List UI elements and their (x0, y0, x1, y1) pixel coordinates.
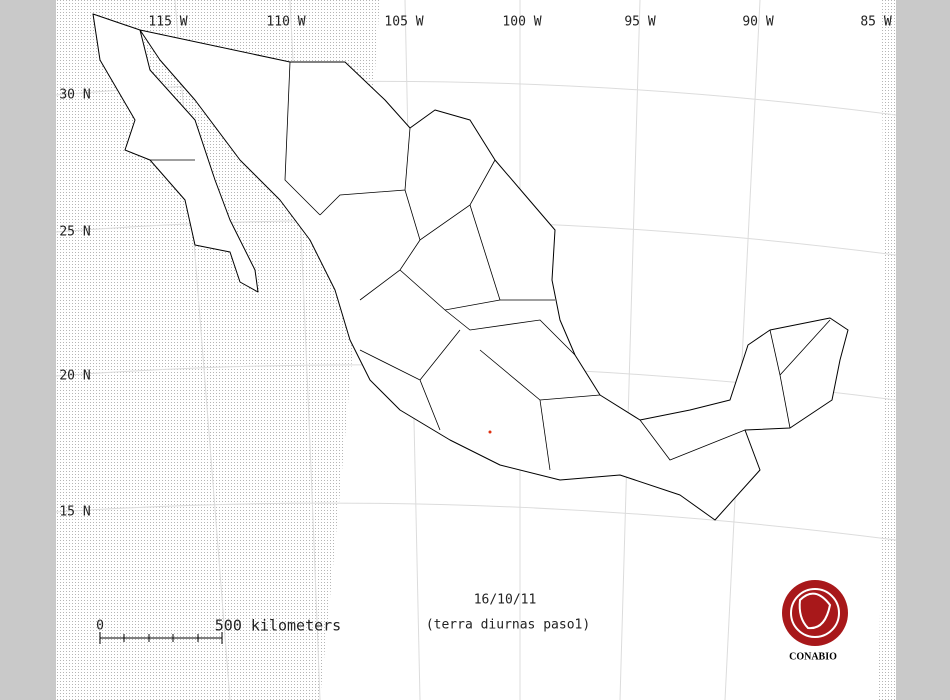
no-data-area (878, 0, 896, 700)
longitude-label: 115 W (148, 15, 187, 30)
latitude-label: 30 N (59, 88, 90, 103)
longitude-label: 95 W (624, 15, 655, 30)
scale-bar: 0 500 kilometers (96, 617, 341, 644)
latitude-labels: 30 N 25 N 20 N 15 N (59, 88, 90, 520)
logo-text: CONABIO (789, 651, 837, 662)
subtitle: (terra diurnas paso1) (426, 618, 590, 633)
longitude-label: 100 W (502, 15, 541, 30)
date: 16/10/11 (474, 593, 537, 608)
longitude-labels: 115 W 110 W 105 W 100 W 95 W 90 W 85 W (148, 15, 891, 30)
scale-end: 500 kilometers (215, 617, 341, 635)
latitude-label: 25 N (59, 225, 90, 240)
longitude-label: 90 W (742, 15, 773, 30)
latitude-label: 15 N (59, 505, 90, 520)
latitude-label: 20 N (59, 369, 90, 384)
longitude-label: 110 W (266, 15, 305, 30)
longitude-label: 105 W (384, 15, 423, 30)
hotspot (488, 430, 492, 434)
longitude-label: 85 W (860, 15, 891, 30)
scale-start: 0 (96, 619, 104, 634)
logo: CONABIO (782, 580, 848, 662)
mexico-outline (92, 13, 849, 521)
